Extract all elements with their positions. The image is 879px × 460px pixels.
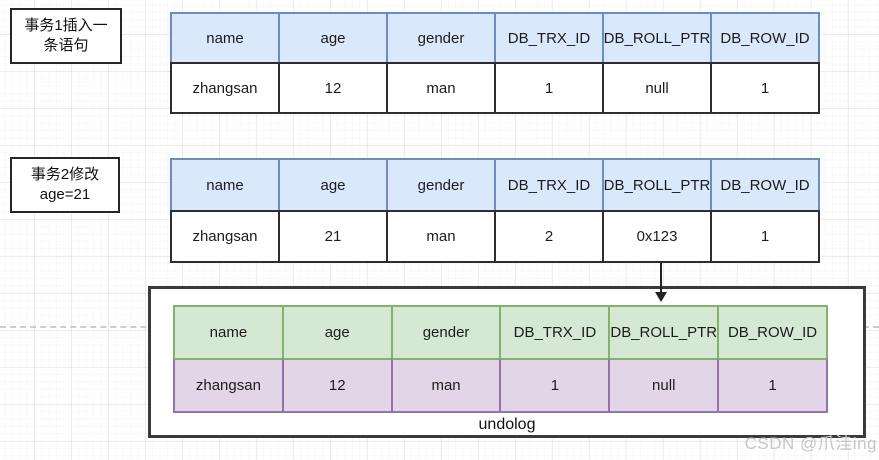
data-cell-gender: man bbox=[386, 62, 496, 114]
header-cell-db-roll-ptr: DB_ROLL_PTR bbox=[608, 305, 720, 360]
data-cell-age: 12 bbox=[281, 358, 393, 413]
data-cell-db-trx-id: 1 bbox=[494, 62, 604, 114]
transaction2-label-line1: 事务2修改 bbox=[30, 166, 100, 183]
data-cell-db-trx-id: 1 bbox=[499, 358, 611, 413]
table-header-row: name age gender DB_TRX_ID DB_ROLL_PTR DB… bbox=[170, 12, 820, 64]
table-data-row: zhangsan 21 man 2 0x123 1 bbox=[170, 210, 820, 263]
watermark-text: CSDN @爪洼ing bbox=[744, 434, 877, 453]
header-cell-gender: gender bbox=[390, 305, 502, 360]
transaction2-label-box: 事务2修改 age=21 bbox=[10, 157, 120, 213]
header-cell-name: name bbox=[170, 158, 280, 212]
header-cell-db-row-id: DB_ROW_ID bbox=[710, 158, 820, 212]
table-header-row: name age gender DB_TRX_ID DB_ROLL_PTR DB… bbox=[170, 158, 820, 212]
data-cell-db-roll-ptr: null bbox=[602, 62, 712, 114]
header-cell-db-roll-ptr: DB_ROLL_PTR bbox=[602, 12, 712, 64]
transaction1-label-line1: 事务1插入一 bbox=[24, 17, 108, 34]
header-cell-name: name bbox=[173, 305, 284, 360]
insert-version-table: name age gender DB_TRX_ID DB_ROLL_PTR DB… bbox=[170, 12, 820, 114]
table-header-row: name age gender DB_TRX_ID DB_ROLL_PTR DB… bbox=[173, 305, 828, 360]
roll-ptr-arrow bbox=[655, 263, 667, 302]
data-cell-db-roll-ptr: null bbox=[608, 358, 720, 413]
updated-version-table: name age gender DB_TRX_ID DB_ROLL_PTR DB… bbox=[170, 158, 820, 263]
undolog-version-table: name age gender DB_TRX_ID DB_ROLL_PTR DB… bbox=[173, 305, 828, 413]
data-cell-gender: man bbox=[390, 358, 502, 413]
header-cell-gender: gender bbox=[386, 12, 496, 64]
data-cell-db-row-id: 1 bbox=[717, 358, 828, 413]
header-cell-db-row-id: DB_ROW_ID bbox=[710, 12, 820, 64]
header-cell-db-roll-ptr: DB_ROLL_PTR bbox=[602, 158, 712, 212]
header-cell-age: age bbox=[278, 12, 388, 64]
data-cell-db-row-id: 1 bbox=[710, 62, 820, 114]
data-cell-gender: man bbox=[386, 210, 496, 263]
data-cell-name: zhangsan bbox=[170, 62, 280, 114]
data-cell-name: zhangsan bbox=[173, 358, 284, 413]
transaction1-label-line2: 条语句 bbox=[43, 37, 89, 54]
header-cell-name: name bbox=[170, 12, 280, 64]
transaction1-label-box: 事务1插入一 条语句 bbox=[10, 8, 122, 64]
header-cell-db-row-id: DB_ROW_ID bbox=[717, 305, 828, 360]
data-cell-age: 12 bbox=[278, 62, 388, 114]
header-cell-db-trx-id: DB_TRX_ID bbox=[494, 12, 604, 64]
transaction2-label-line2: age=21 bbox=[39, 186, 91, 203]
header-cell-db-trx-id: DB_TRX_ID bbox=[499, 305, 611, 360]
header-cell-gender: gender bbox=[386, 158, 496, 212]
table-data-row: zhangsan 12 man 1 null 1 bbox=[170, 62, 820, 114]
table-data-row: zhangsan 12 man 1 null 1 bbox=[173, 358, 828, 413]
undolog-caption: undolog bbox=[478, 416, 536, 433]
data-cell-db-roll-ptr: 0x123 bbox=[602, 210, 712, 263]
header-cell-age: age bbox=[281, 305, 393, 360]
undolog-container-box: name age gender DB_TRX_ID DB_ROLL_PTR DB… bbox=[148, 286, 866, 438]
header-cell-age: age bbox=[278, 158, 388, 212]
data-cell-age: 21 bbox=[278, 210, 388, 263]
data-cell-name: zhangsan bbox=[170, 210, 280, 263]
data-cell-db-trx-id: 2 bbox=[494, 210, 604, 263]
header-cell-db-trx-id: DB_TRX_ID bbox=[494, 158, 604, 212]
data-cell-db-row-id: 1 bbox=[710, 210, 820, 263]
